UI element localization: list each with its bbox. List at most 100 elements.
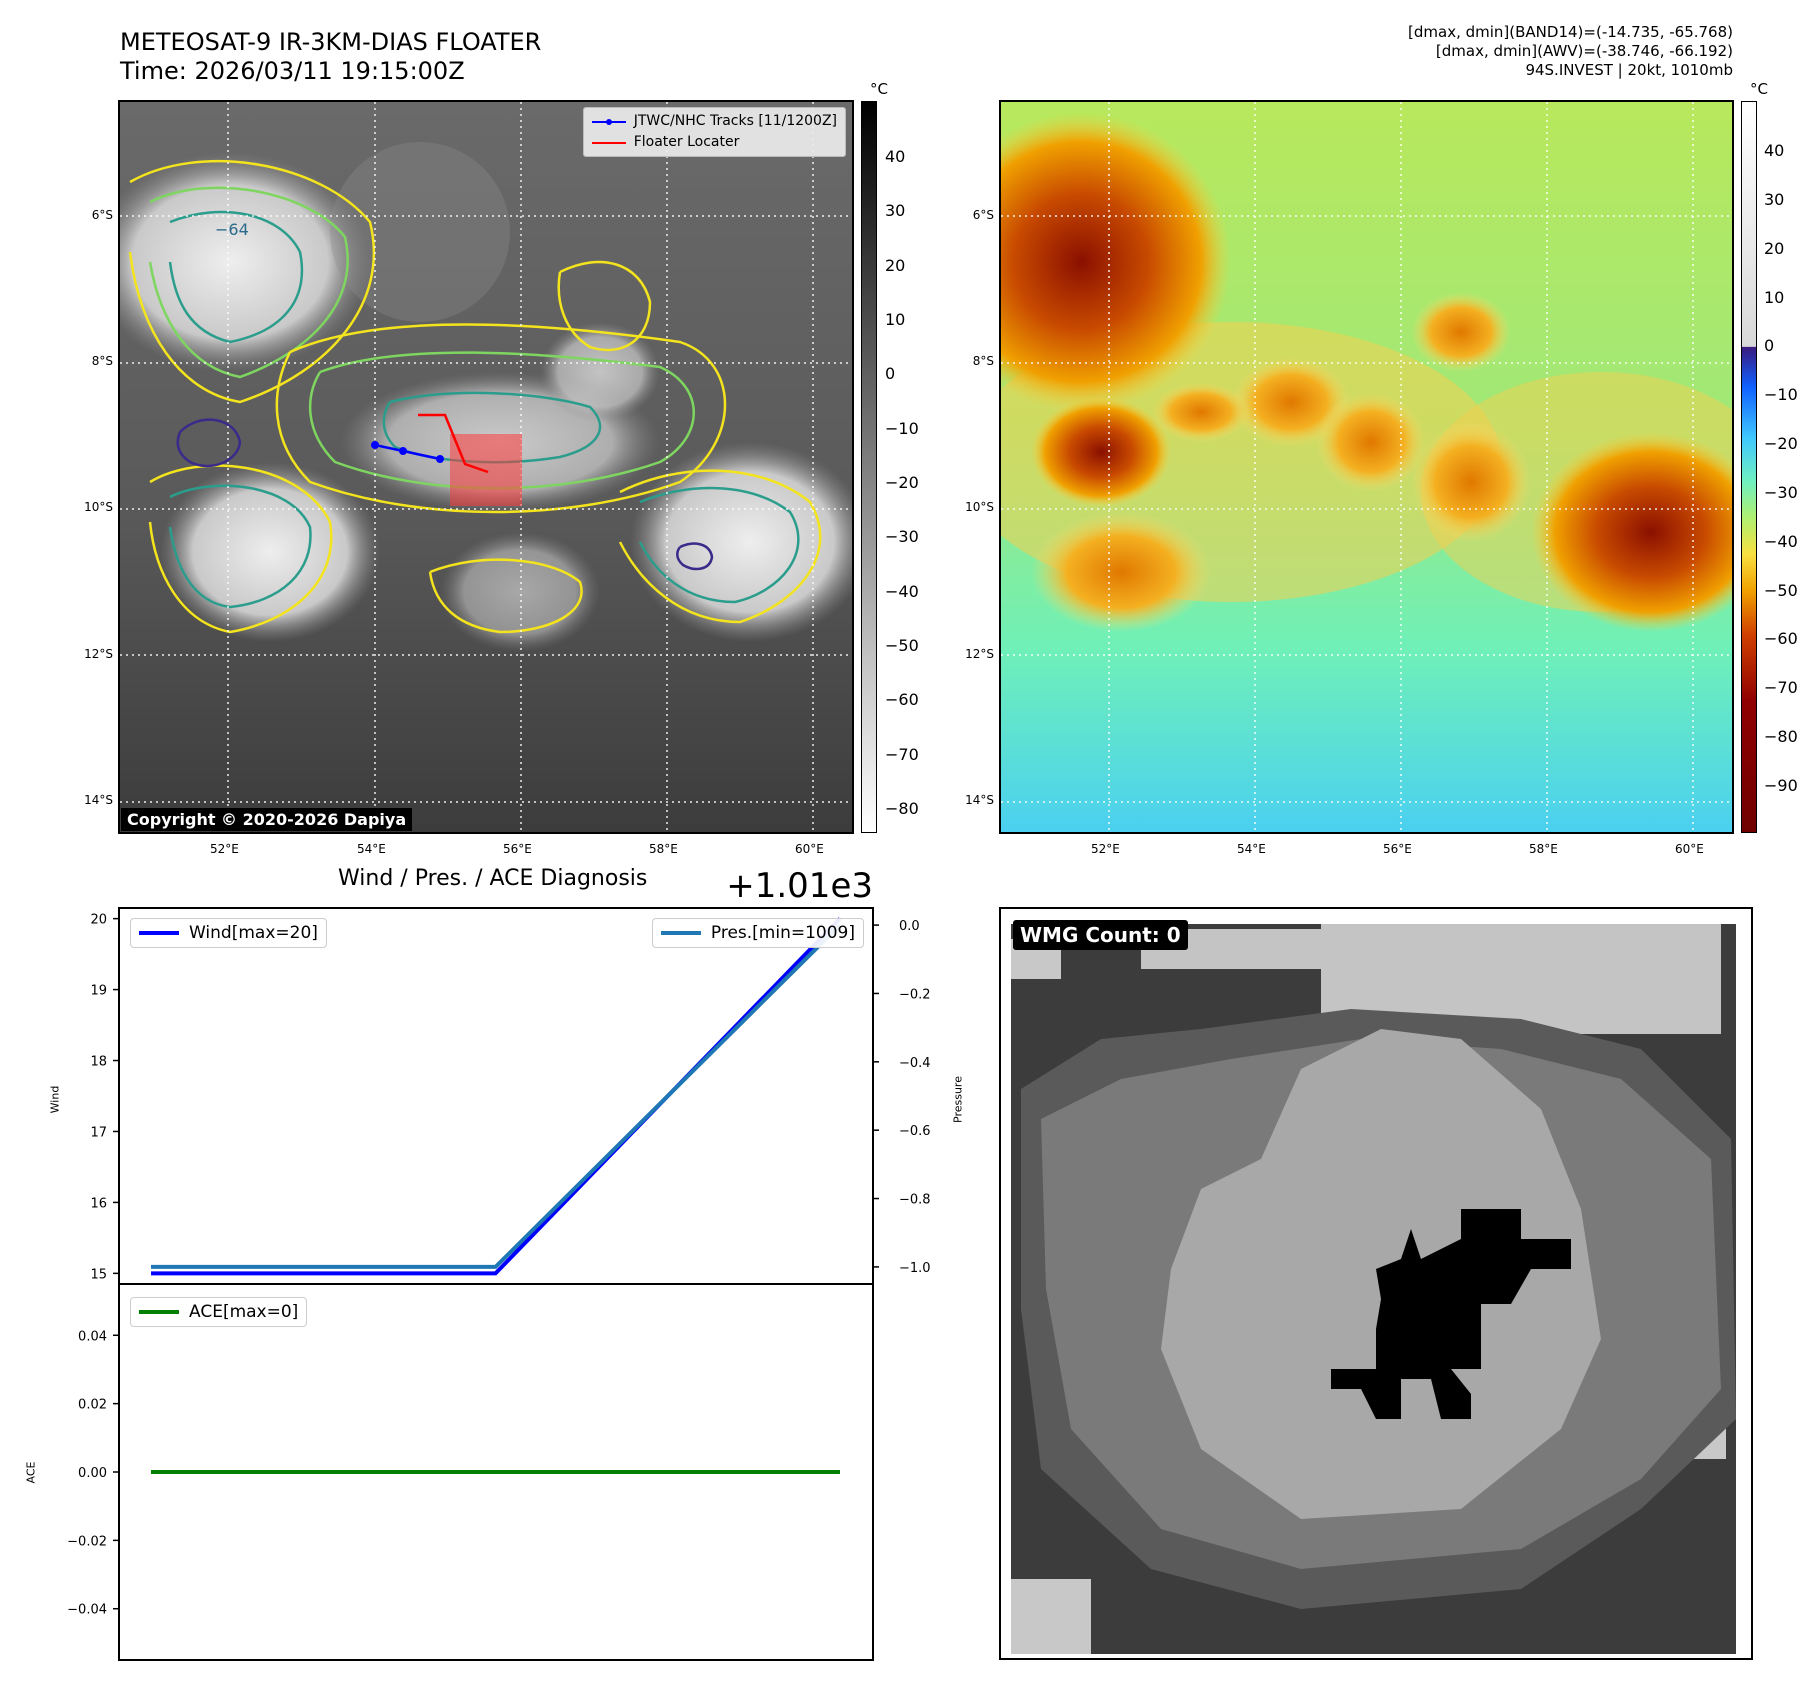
awv-cbar-tick-label: −40 — [1764, 531, 1798, 551]
awv-cbar-tick-label: −20 — [1764, 434, 1798, 454]
map-title-line2: Time: 2026/03/11 19:15:00Z — [120, 57, 465, 85]
wind-legend-label: Wind[max=20] — [189, 923, 318, 943]
awv-cbar-tick-label: −90 — [1764, 776, 1798, 795]
awv-lon-tick: 56°E — [1383, 842, 1412, 856]
ace-legend: ACE[max=0] — [130, 1297, 308, 1327]
chart-title: Wind / Pres. / ACE Diagnosis — [338, 866, 648, 891]
pressure-legend: Pres.[min=1009] — [651, 918, 864, 948]
awv-lat-tick: 8°S — [972, 354, 994, 368]
ace-y-tick-label: −0.02 — [67, 1534, 107, 1549]
ir-cbar-unit: °C — [870, 80, 888, 98]
awv-lat-tick: 12°S — [965, 647, 994, 661]
info-line3: 94S.INVEST | 20kt, 1010mb — [1525, 61, 1733, 79]
wind-y-tick-label: 17 — [90, 1125, 107, 1140]
awv-cbar-unit: °C — [1750, 80, 1768, 98]
pressure-y-tick-label: −0.8 — [899, 1193, 931, 1208]
wmg-image — [1001, 909, 1751, 1658]
wmg-panel: WMG Count: 0 — [999, 907, 1753, 1660]
pressure-offset-label: +1.01e3 — [726, 866, 873, 906]
awv-lon-tick: 60°E — [1675, 842, 1704, 856]
ir-colorbar — [861, 101, 877, 833]
ir-cbar-tick-label: 20 — [885, 255, 906, 275]
ir-cbar-tick-label: 0 — [885, 364, 896, 384]
ir-lat-tick: 8°S — [91, 354, 113, 368]
awv-lon-tick: 58°E — [1529, 842, 1558, 856]
ir-cbar-tick-label: −60 — [885, 690, 919, 710]
awv-lat-tick: 10°S — [965, 500, 994, 514]
wind-y-tick-label: 15 — [90, 1267, 107, 1282]
ir-lat-tick: 6°S — [91, 208, 113, 222]
track-point — [436, 455, 444, 463]
info-line2: [dmax, dmin](AWV)=(-38.746, -66.192) — [1435, 42, 1733, 60]
awv-map-panel — [999, 100, 1734, 834]
ir-lon-tick: 52°E — [210, 842, 239, 856]
wind-legend: Wind[max=20] — [130, 918, 327, 948]
pressure-y-tick-label: 0.0 — [899, 919, 920, 934]
wind-axis-label: Wind — [48, 1085, 62, 1114]
awv-lat-tick: 14°S — [965, 793, 994, 807]
ir-cbar-tick-label: −10 — [885, 418, 919, 438]
pressure-axis-label: Pressure — [951, 1076, 965, 1123]
ir-cbar-tick-label: 30 — [885, 201, 906, 221]
legend-floater-label: Floater Locater — [633, 134, 740, 150]
ace-y-tick-label: −0.04 — [67, 1603, 107, 1618]
pressure-y-tick-label: −0.4 — [899, 1056, 931, 1071]
pressure-y-tick-label: −1.0 — [899, 1261, 931, 1276]
awv-cbar-tick-label: 30 — [1764, 189, 1785, 209]
awv-cbar-tick-label: −70 — [1764, 678, 1798, 698]
copyright-label: Copyright © 2020-2026 Dapiya — [121, 808, 413, 831]
awv-cbar-tick-label: −60 — [1764, 629, 1798, 649]
awv-cbar-tick-label: −80 — [1764, 727, 1798, 747]
pressure-legend-label: Pres.[min=1009] — [710, 923, 855, 943]
wind-chart-frame — [118, 907, 874, 1285]
track-point — [371, 441, 379, 449]
ace-legend-label: ACE[max=0] — [189, 1302, 299, 1322]
ir-lat-tick: 12°S — [84, 647, 113, 661]
wind-y-tick-label: 19 — [90, 984, 107, 999]
track-point — [399, 447, 407, 455]
ir-cbar-tick-label: −30 — [885, 527, 919, 547]
ir-cbar-tick-label: −50 — [885, 636, 919, 655]
wind-y-tick-label: 16 — [90, 1196, 107, 1211]
wind-series-line — [151, 917, 842, 1276]
ir-lon-tick: 60°E — [795, 842, 824, 856]
ir-cbar-tick-label: −20 — [885, 473, 919, 492]
ace-y-tick-label: 0.04 — [78, 1329, 107, 1344]
floater-locater-line — [418, 413, 489, 474]
wind-y-tick-label: 20 — [90, 913, 107, 928]
awv-lon-tick: 54°E — [1237, 842, 1266, 856]
ir-map-image: −64 — [120, 102, 852, 832]
awv-cbar-tick-label: −30 — [1764, 482, 1798, 502]
ir-lat-tick: 14°S — [84, 793, 113, 807]
contour-label: −64 — [215, 220, 249, 239]
awv-cbar-tick-label: 40 — [1764, 141, 1785, 160]
ir-cbar-tick-label: 40 — [885, 147, 906, 166]
wind-legend-swatch — [139, 931, 179, 935]
pressure-y-tick-label: −0.2 — [899, 987, 931, 1002]
ir-cbar-tick-label: −40 — [885, 581, 919, 601]
ir-map-legend: JTWC/NHC Tracks [11/1200Z] Floater Locat… — [582, 107, 846, 157]
pressure-legend-swatch — [660, 931, 701, 935]
info-line1: [dmax, dmin](BAND14)=(-14.735, -65.768) — [1408, 23, 1733, 41]
awv-colorbar — [1741, 101, 1757, 833]
ir-lon-tick: 54°E — [357, 842, 386, 856]
awv-cbar-tick-label: 0 — [1764, 336, 1775, 356]
ir-lat-tick: 10°S — [84, 500, 113, 514]
awv-cbar-tick-label: 20 — [1764, 238, 1785, 258]
ir-cbar-tick-label: 10 — [885, 310, 906, 329]
ir-cbar-tick-label: −70 — [885, 744, 919, 764]
ir-map-panel: −64 JTWC/NHC Tracks [11/1200Z] Floater L… — [118, 100, 854, 834]
wind-y-tick-label: 18 — [90, 1055, 107, 1070]
awv-cbar-tick-label: −50 — [1764, 580, 1798, 600]
pressure-series-line — [151, 923, 842, 1269]
awv-cbar-tick-label: −10 — [1764, 385, 1798, 405]
ir-lon-tick: 56°E — [503, 842, 532, 856]
legend-track-label: JTWC/NHC Tracks [11/1200Z] — [633, 113, 837, 129]
ir-cbar-tick-label: −80 — [885, 799, 919, 818]
pressure-y-tick-label: −0.6 — [899, 1124, 931, 1139]
ace-y-tick-label: 0.02 — [78, 1398, 107, 1413]
map-title-line1: METEOSAT-9 IR-3KM-DIAS FLOATER — [120, 28, 542, 56]
awv-lat-tick: 6°S — [972, 208, 994, 222]
ace-legend-swatch — [139, 1310, 179, 1314]
